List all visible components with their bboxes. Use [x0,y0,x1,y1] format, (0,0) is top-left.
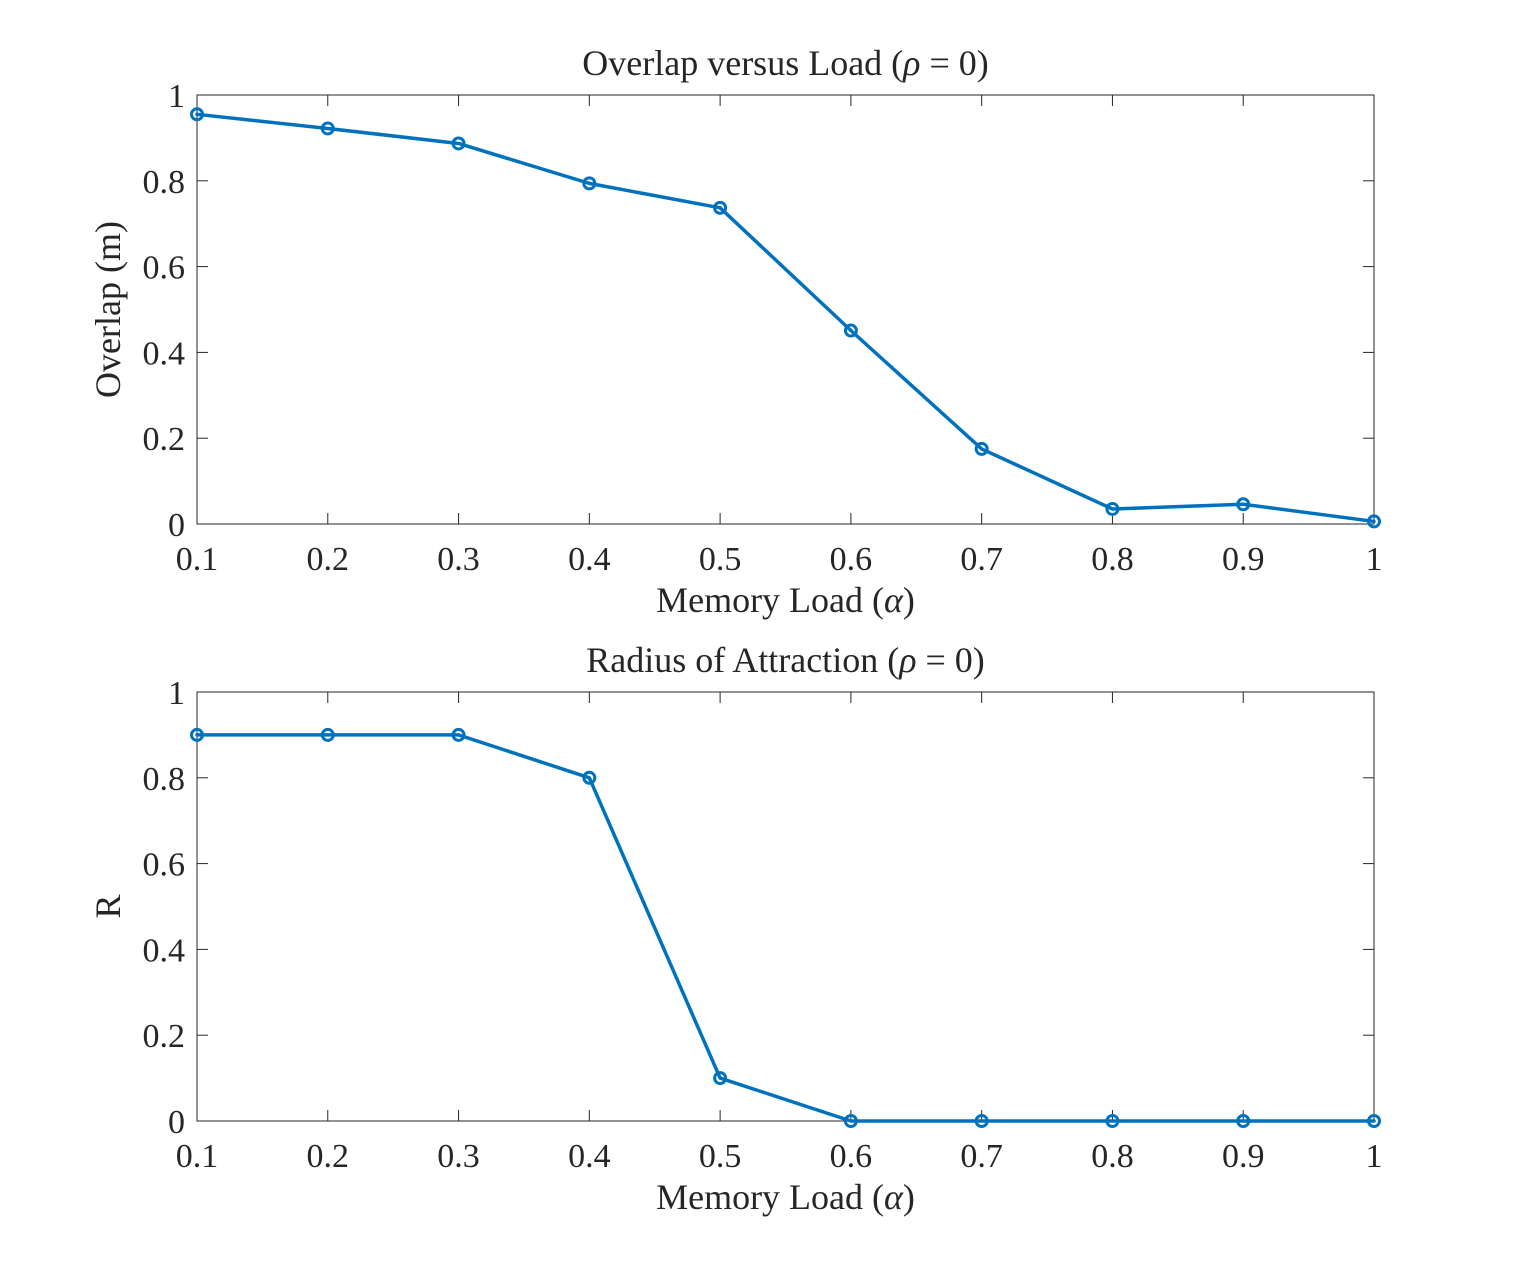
data-point [451,727,466,742]
chart-radius: 0.1 0.2 0.3 0.4 0.5 0.6 0.7 0.8 0.9 1 0 0.2 0.4 0.6 0.… [88,640,1383,1217]
series-line [195,112,1376,524]
y-tick-label: 0.6 [143,250,186,287]
chart-title-part: ρ [902,43,920,83]
x-axis-label: Memory Load (α) [656,580,915,620]
x-axis-label-part: Memory Load ( [656,580,884,620]
y-tick-label: 0.8 [143,761,186,798]
chart-overlap: 0.1 0.2 0.3 0.4 0.5 0.6 0.7 0.8 0.9 1 0 0.2 0.4 0.6 0.… [88,43,1383,620]
data-point [843,1114,858,1128]
x-tick-label: 0.1 [176,541,219,578]
x-tick-label: 0.5 [699,1138,742,1175]
y-tick-label: 0 [168,1104,185,1141]
data-point [974,1114,989,1128]
data-point [320,121,335,136]
y-axis-label: Overlap (m) [88,221,128,398]
chart-title-part: = 0) [916,640,984,680]
data-point [451,136,466,151]
x-tick-label: 0.7 [960,541,1003,578]
x-tick-label: 0.5 [699,541,742,578]
data-point [713,200,728,215]
x-tick-label: 0.8 [1091,1138,1134,1175]
x-tick-label: 0.2 [307,1138,350,1175]
y-tick-label: 0 [168,507,185,544]
x-tick-label: 1 [1366,541,1383,578]
y-tick-label: 0.4 [143,932,186,969]
data-point [190,107,204,122]
x-tick-label: 0.6 [830,541,873,578]
data-point [1236,1114,1251,1128]
x-tick-label: 0.3 [437,1138,480,1175]
data-point [1367,514,1381,529]
y-tick-label: 0.4 [143,335,186,372]
data-point [1105,1114,1120,1128]
x-tick-label: 0.7 [960,1138,1003,1175]
x-tick-label: 0.1 [176,1138,219,1175]
axes-box [196,94,1375,525]
axes-box [196,691,1375,1122]
x-tick-label: 0.3 [437,541,480,578]
data-point [320,727,335,742]
x-tick-label: 0.4 [568,1138,611,1175]
chart-title-part: Radius of Attraction ( [586,640,899,680]
data-point [1236,497,1251,512]
chart-title-part: = 0) [920,43,988,83]
x-axis-label-part: ) [903,1177,915,1217]
chart-title: Radius of Attraction (ρ = 0) [586,640,985,680]
chart-title: Overlap versus Load (ρ = 0) [582,43,988,83]
data-point [190,727,204,742]
x-axis-label-part: ) [903,580,915,620]
x-axis-label-part: α [884,1177,904,1217]
y-axis-label: R [88,894,128,918]
x-tick-label: 1 [1366,1138,1383,1175]
y-tick-label: 0.2 [143,421,186,458]
data-point [974,441,989,456]
y-tick-label: 1 [168,78,185,115]
data-point [1105,501,1120,516]
series-line [195,733,1376,1123]
y-tick-label: 0.2 [143,1018,186,1055]
x-tick-label: 0.9 [1222,541,1265,578]
chart-title-part: ρ [898,640,916,680]
x-tick-label: 0.6 [830,1138,873,1175]
y-tick-label: 1 [168,675,185,712]
x-tick-label: 0.9 [1222,1138,1265,1175]
x-tick-label: 0.4 [568,541,611,578]
data-point [713,1071,728,1086]
y-tick-label: 0.8 [143,164,186,201]
data-point [1367,1114,1381,1128]
chart-title-part: Overlap versus Load ( [582,43,903,83]
x-tick-label: 0.8 [1091,541,1134,578]
data-point [843,323,858,338]
y-tick-label: 0.6 [143,847,186,884]
data-point [582,176,597,191]
x-axis-label-part: Memory Load ( [656,1177,884,1217]
x-axis-label-part: α [884,580,904,620]
data-point [582,770,597,785]
x-tick-label: 0.2 [307,541,350,578]
x-axis-label: Memory Load (α) [656,1177,915,1217]
